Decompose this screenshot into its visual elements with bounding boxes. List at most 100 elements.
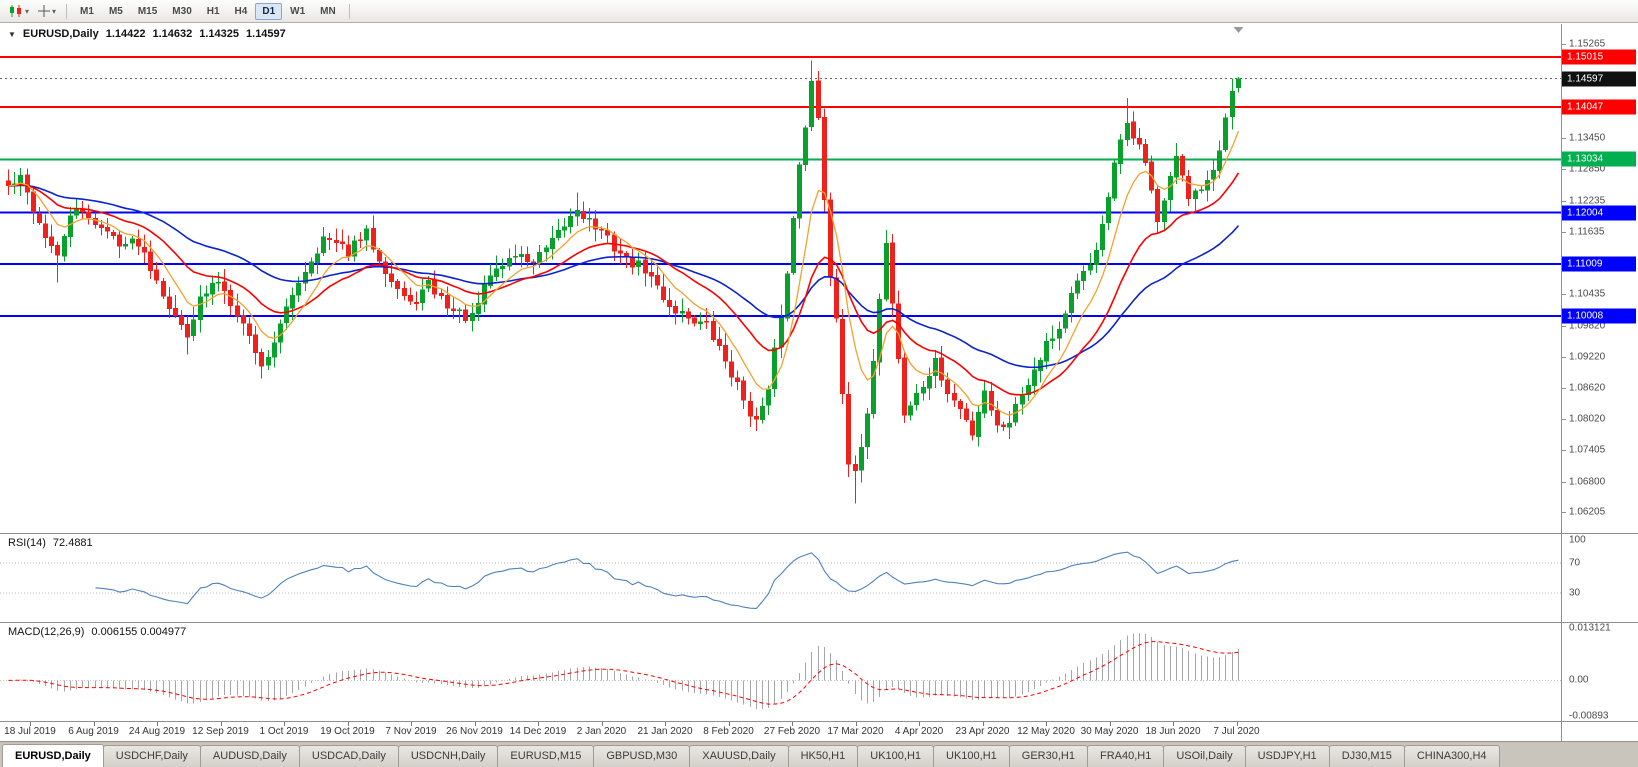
rsi-header: RSI(14) 72.4881 [8, 537, 93, 549]
support-tag-blue-2: 1.11009 [1562, 256, 1636, 272]
macd-axis-label: 0.00 [1569, 674, 1589, 686]
timeframe-button-mn[interactable]: MN [320, 5, 336, 17]
chart-tab-uk100-h1[interactable]: UK100,H1 [857, 745, 935, 767]
date-axis-tick [601, 722, 603, 726]
panel-splitter-macd[interactable] [0, 622, 1638, 623]
macd-panel[interactable] [0, 623, 1561, 721]
chart-tab-china300-h4[interactable]: CHINA300,H4 [1403, 745, 1500, 767]
date-axis-tick [30, 722, 31, 726]
ohlc-low: 1.14325 [199, 28, 240, 40]
candlestick-chart-icon [10, 5, 21, 17]
main-chart[interactable] [0, 24, 1561, 533]
date-axis-tick [728, 722, 730, 726]
price-axis-label: 1.07405 [1569, 444, 1606, 456]
chart-tab-usdcnh-daily[interactable]: USDCNH,Daily [397, 745, 499, 767]
chart-tab-usdcad-daily[interactable]: USDCAD,Daily [298, 745, 399, 767]
price-axis-tick [1562, 356, 1566, 358]
price-axis-border [1561, 24, 1562, 741]
price-axis-label: 1.09220 [1569, 351, 1606, 362]
ohlc-close: 1.14597 [246, 28, 286, 40]
price-axis-tick [1562, 44, 1566, 46]
price-axis-tick [1562, 450, 1566, 452]
price-axis-label: 1.12235 [1569, 195, 1606, 207]
time-axis-line [0, 721, 1638, 722]
timeframe-button-h4[interactable]: H4 [234, 5, 248, 17]
chart-tab-xauusd-daily[interactable]: XAUUSD,Daily [689, 745, 789, 767]
date-axis-label: 6 Aug 2019 [68, 726, 119, 737]
date-axis-label: 1 Oct 2019 [259, 726, 309, 737]
date-axis-label: 30 May 2020 [1080, 726, 1139, 737]
rsi-axis-label: 70 [1569, 557, 1581, 569]
chart-shift-marker-icon[interactable] [1233, 27, 1244, 33]
macd-value: 0.006155 0.004977 [91, 626, 187, 638]
date-axis-tick [1173, 722, 1174, 726]
chart-tab-hk50-h1[interactable]: HK50,H1 [787, 745, 859, 767]
price-axis-label: 1.11635 [1569, 226, 1605, 238]
chart-tab-ger30-h1[interactable]: GER30,H1 [1008, 745, 1088, 767]
date-axis[interactable]: 18 Jul 2019 6 Aug 2019 24 Aug 2019 12 Sep 2… [0, 722, 1561, 741]
date-axis-tick [919, 722, 920, 726]
price-axis-tick [1562, 325, 1566, 327]
rsi-value: 72.4881 [52, 537, 93, 549]
price-axis-tick [1562, 512, 1566, 514]
crosshair-icon [38, 5, 51, 17]
timeframe-button-m5[interactable]: M5 [108, 5, 123, 17]
current-price-tag: 1.14597 [1562, 71, 1636, 87]
chart-tab-fra40-h1[interactable]: FRA40,H1 [1086, 745, 1165, 767]
timeframe-button-h1[interactable]: H1 [206, 5, 220, 17]
support-tag-green: 1.13034 [1562, 151, 1636, 167]
date-axis-label: 14 Dec 2019 [509, 726, 567, 737]
support-tag-blue-3: 1.10008 [1562, 308, 1636, 324]
panel-splitter-rsi[interactable] [0, 533, 1638, 534]
price-axis-label: 1.06205 [1569, 506, 1606, 518]
price-axis-label: 1.12850 [1569, 163, 1606, 175]
chart-tab-gbpusd-m30[interactable]: GBPUSD,M30 [593, 745, 691, 767]
date-axis-tick [347, 722, 349, 726]
chart-tab-uk100-h1[interactable]: UK100,H1 [933, 745, 1010, 767]
rsi-panel[interactable] [0, 534, 1561, 622]
chart-tab-eurusd-m15[interactable]: EURUSD,M15 [497, 745, 595, 767]
chart-header: ▼ EURUSD,Daily 1.14422 1.14632 1.14325 1… [8, 28, 286, 40]
date-axis-label: 24 Aug 2019 [128, 726, 186, 737]
date-axis-tick [157, 722, 158, 726]
chart-tab-usoil-daily[interactable]: USOil,Daily [1163, 745, 1246, 767]
ohlc-high: 1.14632 [152, 28, 193, 40]
price-axis-label: 1.15265 [1569, 38, 1606, 50]
timeframe-button-d1[interactable]: D1 [255, 2, 283, 20]
date-axis-label: 4 Apr 2020 [894, 726, 944, 737]
date-axis-label: 12 May 2020 [1017, 726, 1075, 737]
date-axis-label: 12 Sep 2019 [192, 726, 249, 737]
macd-header: MACD(12,26,9) 0.006155 0.004977 [8, 626, 186, 638]
price-axis-label: 1.06800 [1569, 476, 1606, 487]
price-axis-tick [1562, 200, 1566, 202]
chart-tab-usdjpy-h1[interactable]: USDJPY,H1 [1244, 745, 1330, 767]
collapse-chart-icon[interactable]: ▼ [8, 29, 16, 39]
chart-tab-usdchf-daily[interactable]: USDCHF,Daily [102, 745, 201, 767]
date-axis-label: 26 Nov 2019 [446, 726, 503, 737]
chart-tab-eurusd-daily[interactable]: EURUSD,Daily [2, 744, 104, 767]
date-axis-tick [1236, 722, 1238, 726]
date-axis-tick [474, 722, 476, 726]
date-axis-label: 23 Apr 2020 [955, 726, 1010, 737]
chart-tab-dj30-m15[interactable]: DJ30,M15 [1328, 745, 1405, 767]
timeframe-button-w1[interactable]: W1 [290, 5, 306, 17]
date-axis-tick [284, 722, 285, 726]
timeframe-button-m30[interactable]: M30 [172, 5, 192, 17]
macd-axis-label: -0.00893 [1569, 710, 1609, 722]
macd-signal-line [8, 641, 1239, 705]
chart-tab-audusd-daily[interactable]: AUDUSD,Daily [199, 745, 300, 767]
ohlc-open: 1.14422 [105, 28, 146, 40]
chevron-down-icon: ▾ [25, 6, 30, 16]
timeframe-button-m1[interactable]: M1 [80, 5, 94, 17]
timeframe-button-m15[interactable]: M15 [137, 5, 158, 17]
price-axis-label: 1.09820 [1569, 320, 1606, 331]
macd-axis-label: 0.013121 [1569, 622, 1611, 634]
chart-type-button[interactable]: ▾ [4, 2, 33, 20]
ma-slow-line [8, 184, 1240, 369]
date-axis-label: 18 Jun 2020 [1145, 726, 1201, 737]
date-axis-tick [220, 722, 222, 726]
crosshair-button[interactable]: ▾ [33, 2, 60, 20]
rsi-axis-label: 30 [1569, 587, 1581, 599]
price-axis-label: 1.08620 [1569, 382, 1606, 393]
price-axis[interactable]: 1.15265 1.13450 1.12850 1.12235 1.11635 1.104… [1562, 24, 1638, 741]
